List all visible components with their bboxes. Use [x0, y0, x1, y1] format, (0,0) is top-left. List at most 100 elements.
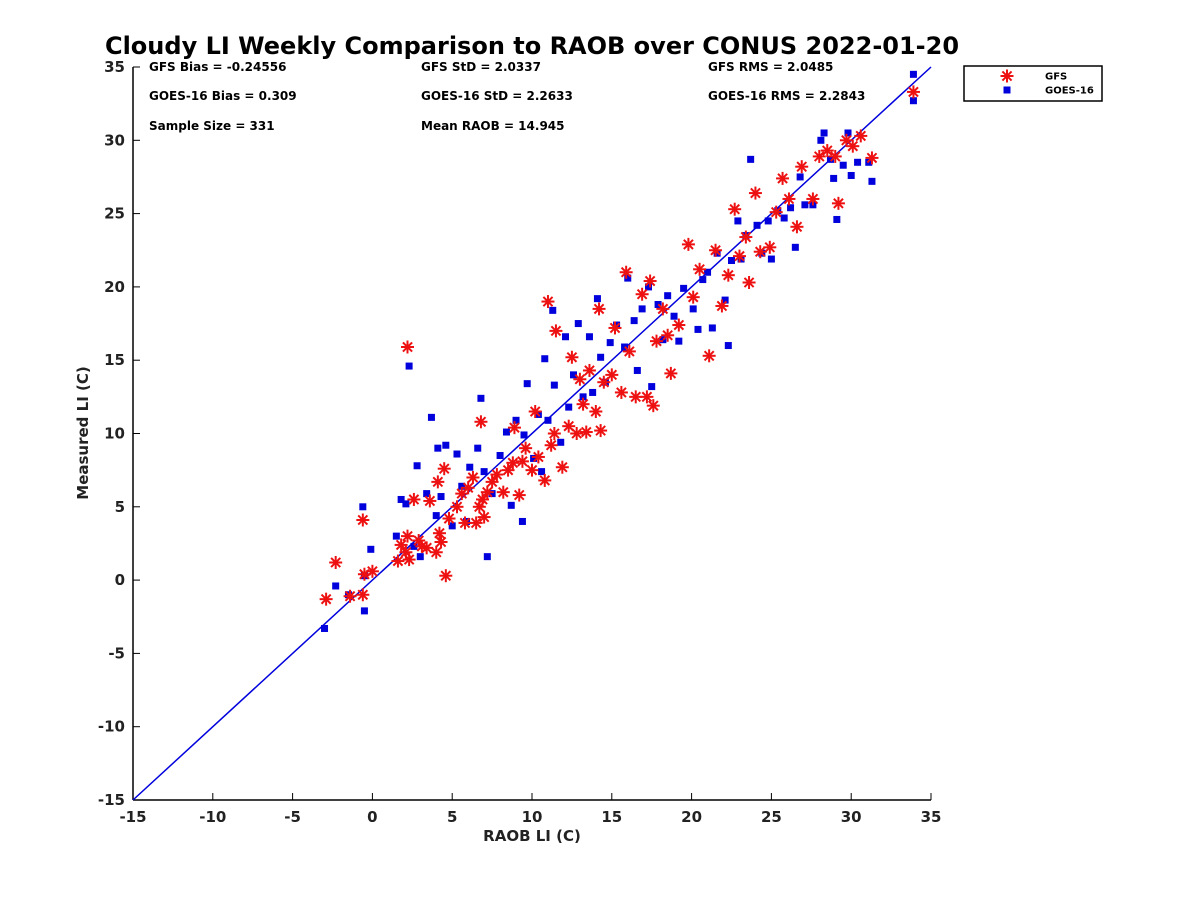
stat-text: Mean RAOB = 14.945 — [421, 119, 565, 133]
goes16-point — [549, 306, 557, 314]
goes16-point — [593, 295, 601, 303]
gfs-point — [356, 513, 370, 527]
gfs-point — [656, 302, 670, 316]
goes16-point — [787, 204, 795, 212]
stat-text: GFS Bias = -0.24556 — [149, 60, 286, 74]
gfs-point — [570, 427, 584, 440]
stat-text: GFS StD = 2.0337 — [421, 60, 541, 74]
goes16-point — [728, 257, 735, 265]
y-tick-label: 0 — [115, 571, 125, 589]
gfs-point — [490, 468, 504, 482]
gfs-point — [592, 302, 606, 316]
y-tick-label: -15 — [98, 791, 125, 809]
gfs-point — [661, 328, 675, 342]
goes16-point — [675, 337, 683, 345]
goes16-point — [569, 371, 577, 379]
series-gfs — [319, 85, 920, 606]
x-tick-label: 5 — [447, 808, 457, 826]
goes16-point — [512, 416, 520, 424]
x-tick-label: 35 — [921, 808, 942, 826]
gfs-point — [820, 144, 834, 158]
gfs-point — [748, 186, 762, 200]
gfs-point — [582, 363, 596, 377]
gfs-point — [732, 249, 746, 263]
goes16-point — [645, 283, 653, 291]
goes16-point — [392, 532, 400, 540]
goes16-point — [689, 305, 697, 313]
goes16-point — [458, 482, 466, 490]
gfs-point — [753, 245, 767, 259]
goes16-point — [734, 217, 742, 225]
gfs-point — [329, 556, 343, 570]
x-tick-label: 25 — [761, 808, 782, 826]
goes16-point — [520, 431, 528, 439]
legend-label: GOES-16 — [1045, 86, 1094, 97]
axis-ticks: -15 -10 -5 0 5 10 15 20 25 30 35 -15 -10 -5 0 5 10 15 20 25… — [98, 58, 942, 826]
gfs-point — [319, 592, 333, 606]
goes16-point — [402, 500, 410, 508]
goes16-point — [565, 403, 573, 411]
gfs-point — [614, 385, 628, 399]
gfs-point — [442, 512, 456, 526]
goes16-point — [437, 493, 445, 501]
gfs-point — [742, 276, 756, 290]
goes16-point — [854, 158, 862, 166]
x-tick-label: 0 — [367, 808, 377, 826]
goes16-point — [538, 468, 546, 476]
gfs-point — [681, 237, 695, 251]
gfs-point — [594, 424, 608, 438]
goes16-point — [589, 388, 597, 396]
gfs-point — [565, 350, 579, 364]
goes16-point — [502, 428, 510, 436]
goes16-point — [530, 454, 538, 462]
gfs-point — [635, 287, 649, 301]
gfs-point — [686, 290, 700, 304]
x-tick-label: 10 — [522, 808, 543, 826]
goes16-point — [466, 463, 474, 471]
goes16-point — [708, 324, 716, 332]
goes16-point — [550, 381, 558, 389]
goes16-point — [585, 333, 593, 341]
gfs-point — [512, 488, 526, 502]
goes16-point — [488, 490, 496, 498]
x-tick-label: 15 — [601, 808, 622, 826]
gfs-point — [394, 538, 408, 552]
stat-text: GOES-16 RMS = 2.2843 — [708, 89, 865, 103]
goes16-point — [638, 305, 646, 313]
gfs-point — [619, 265, 633, 279]
goes16-point — [747, 155, 755, 163]
x-axis-label: RAOB LI (C) — [483, 827, 581, 845]
gfs-point — [432, 526, 446, 540]
gfs-point — [782, 192, 796, 206]
goes16-point — [868, 177, 876, 185]
gfs-point — [573, 372, 587, 386]
gfs-point — [672, 318, 686, 332]
goes16-point — [413, 462, 421, 470]
stats-block: GFS Bias = -0.24556 GFS StD = 2.0337 GFS R… — [149, 60, 865, 133]
gfs-point — [790, 220, 804, 234]
goes16-point — [724, 342, 732, 350]
goes16-point — [432, 512, 440, 520]
gfs-point — [458, 516, 472, 530]
goes16-point — [541, 355, 549, 363]
x-tick-label: 30 — [841, 808, 862, 826]
gfs-point — [401, 529, 415, 543]
gfs-point — [365, 564, 379, 578]
gfs-point — [728, 202, 742, 216]
y-tick-label: -10 — [98, 718, 125, 736]
goes16-point — [780, 214, 788, 222]
goes16-point — [630, 317, 638, 325]
gfs-point — [531, 450, 545, 464]
gfs-point — [702, 349, 716, 363]
gfs-point — [906, 85, 920, 99]
gfs-point — [709, 243, 723, 257]
gfs-point — [476, 492, 490, 506]
x-tick-label: 20 — [681, 808, 702, 826]
goes16-point — [826, 155, 834, 163]
y-tick-label: 25 — [104, 205, 125, 223]
goes16-point — [753, 221, 761, 229]
gfs-point — [391, 554, 405, 568]
goes16-point — [820, 129, 828, 137]
goes16-point — [844, 129, 852, 137]
goes16-point — [680, 284, 688, 292]
